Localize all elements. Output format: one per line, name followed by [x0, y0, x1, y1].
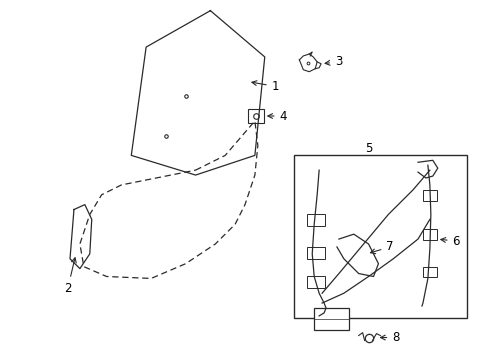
Bar	[306, 215, 325, 226]
Text: 6: 6	[440, 235, 459, 248]
Text: 2: 2	[64, 258, 76, 295]
Bar	[294, 156, 467, 318]
Text: 4: 4	[267, 109, 286, 122]
Bar	[314, 308, 348, 330]
Text: 1: 1	[251, 80, 279, 93]
Text: 5: 5	[364, 142, 371, 155]
Bar	[422, 267, 436, 278]
Bar	[422, 190, 436, 201]
Bar	[306, 276, 325, 288]
Text: 3: 3	[325, 55, 342, 68]
Text: 7: 7	[370, 240, 393, 254]
Bar	[306, 247, 325, 259]
Text: 8: 8	[380, 331, 399, 344]
Bar	[422, 229, 436, 240]
Bar	[247, 109, 263, 123]
